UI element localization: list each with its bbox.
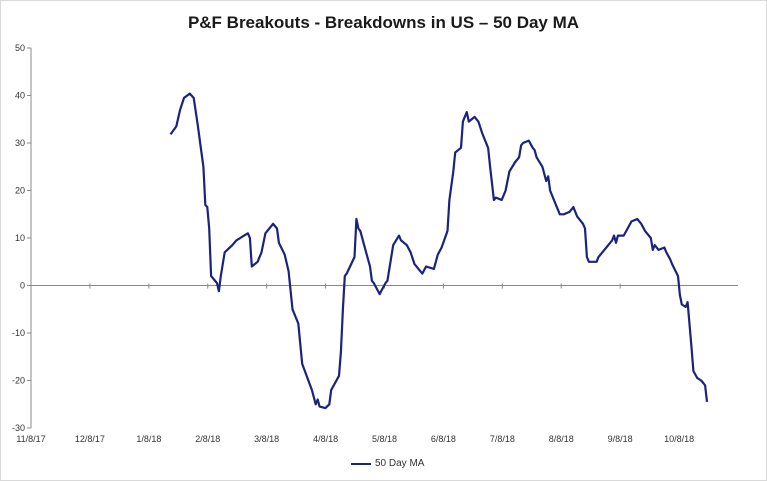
x-tick-label: 11/8/17 — [16, 434, 45, 444]
series-group — [169, 92, 709, 410]
x-tick-label: 10/8/18 — [664, 434, 694, 444]
y-tick-label: 40 — [15, 91, 25, 101]
y-tick-label: 20 — [15, 186, 25, 196]
x-tick-label: 3/8/18 — [254, 434, 279, 444]
x-tick-label: 4/8/18 — [313, 434, 338, 444]
x-tick-label: 7/8/18 — [490, 434, 515, 444]
legend-label: 50 Day MA — [375, 458, 425, 469]
series-line — [169, 92, 709, 410]
legend: 50 Day MA — [351, 458, 424, 469]
y-tick-label: -20 — [12, 376, 25, 386]
x-tick-label: 5/8/18 — [372, 434, 397, 444]
x-tick-label: 8/8/18 — [549, 434, 574, 444]
y-tick-label: -10 — [12, 328, 25, 338]
y-axis: 50 40 30 20 10 0 -10 -20 -30 — [12, 43, 32, 433]
y-tick-label: 0 — [20, 281, 25, 291]
x-tick-label: 1/8/18 — [136, 434, 161, 444]
x-axis: 11/8/17 12/8/17 1/8/18 2/8/18 3/8/18 4/8/18 5/… — [16, 283, 738, 444]
y-tick-label: -30 — [12, 423, 25, 433]
legend-swatch — [351, 462, 371, 465]
x-tick-label: 9/8/18 — [608, 434, 633, 444]
x-tick-label: 6/8/18 — [431, 434, 456, 444]
chart-title: P&F Breakouts - Breakdowns in US – 50 Da… — [187, 13, 580, 32]
y-tick-label: 50 — [15, 43, 25, 53]
x-tick-label: 2/8/18 — [195, 434, 220, 444]
y-tick-label: 30 — [15, 138, 25, 148]
x-tick-label: 12/8/17 — [75, 434, 105, 444]
y-tick-label: 10 — [15, 233, 25, 243]
